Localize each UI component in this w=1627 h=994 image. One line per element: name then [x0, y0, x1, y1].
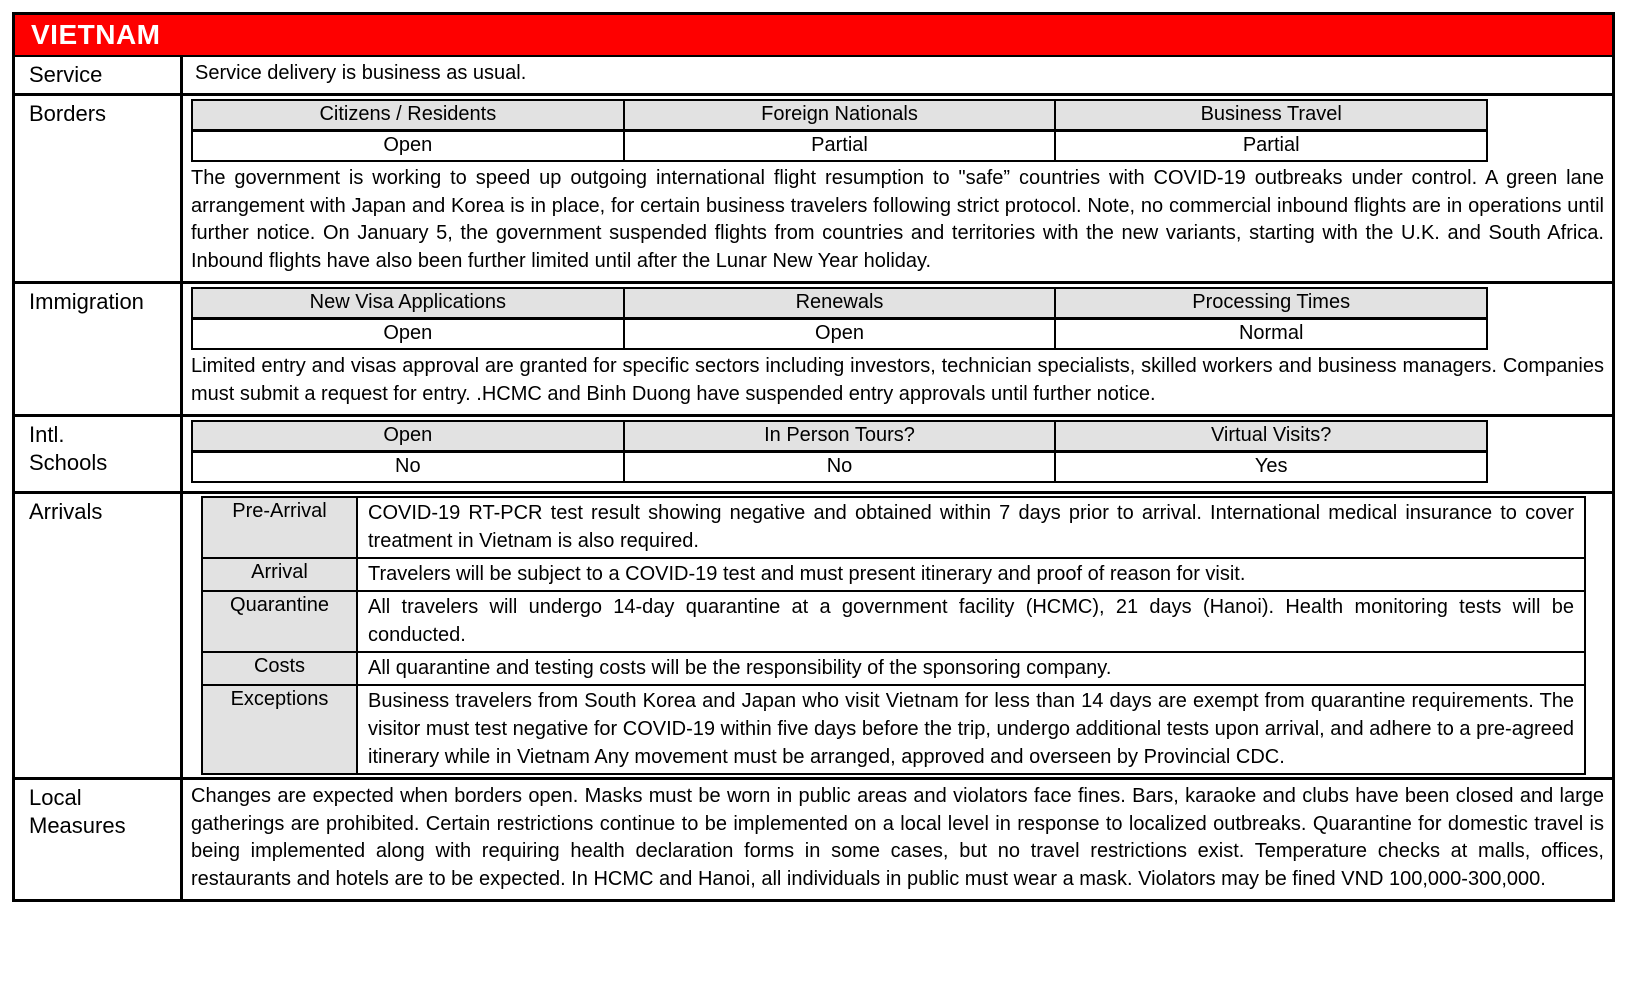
intl-schools-header-virtual-visits: Virtual Visits? [1056, 422, 1487, 453]
country-title: VIETNAM [31, 19, 161, 50]
intl-schools-row-content: Open No In Person Tours? No Virtual Visi… [183, 417, 1612, 491]
immigration-header-new-visa-applications: New Visa Applications [193, 289, 623, 320]
borders-header-foreign-nationals: Foreign Nationals [624, 101, 1055, 132]
intl-schools-row-label: Intl. Schools [15, 417, 183, 491]
intl-schools-header-in-person-tours: In Person Tours? [624, 422, 1055, 453]
immigration-header-processing-times: Processing Times [1056, 289, 1487, 320]
immigration-value-processing-times: Normal [1238, 322, 1304, 344]
borders-value-citizens-residents: Open [383, 134, 433, 156]
intl-schools-header-open: Open [193, 422, 623, 453]
borders-row-content: Citizens / Residents Open Foreign Nation… [183, 96, 1612, 281]
service-status-text: Service delivery is business as usual. [195, 62, 527, 84]
immigration-col-renewals: Renewals Open [624, 289, 1057, 348]
borders-note: The government is working to speed up ou… [191, 167, 1604, 272]
local-measures-row-label-text: Local Measures [29, 785, 126, 838]
arrivals-label-arrival: Arrival [203, 559, 358, 592]
intl-schools-col-virtual-visits: Virtual Visits? Yes [1056, 422, 1487, 481]
borders-header-business-travel: Business Travel [1056, 101, 1487, 132]
immigration-subtable: New Visa Applications Open Renewals Open… [191, 287, 1488, 350]
arrivals-subtable: Pre-Arrival COVID-19 RT-PCR test result … [201, 496, 1586, 775]
arrivals-text-exceptions: Business travelers from South Korea and … [368, 690, 1574, 768]
arrivals-text-pre-arrival: COVID-19 RT-PCR test result showing nega… [358, 498, 1584, 559]
borders-value-foreign-nationals: Partial [811, 134, 868, 156]
row-immigration: Immigration New Visa Applications Open R… [15, 284, 1612, 417]
borders-col-business-travel: Business Travel Partial [1056, 101, 1487, 160]
intl-schools-subtable: Open No In Person Tours? No Virtual Visi… [191, 420, 1488, 483]
local-measures-row-content: Changes are expected when borders open. … [183, 780, 1612, 899]
local-measures-row-label: Local Measures [15, 780, 183, 899]
intl-schools-value-virtual-visits: Yes [1254, 455, 1288, 477]
borders-row-label: Borders [15, 96, 183, 281]
intl-schools-row-label-text: Intl. Schools [29, 422, 108, 475]
row-intl-schools: Intl. Schools Open No In Person Tours? N… [15, 417, 1612, 494]
immigration-row-label-text: Immigration [29, 289, 144, 314]
immigration-note: Limited entry and visas approval are gra… [191, 355, 1604, 405]
immigration-header-renewals: Renewals [624, 289, 1055, 320]
country-header-bar: VIETNAM [15, 15, 1612, 57]
borders-col-citizens: Citizens / Residents Open [193, 101, 625, 160]
arrivals-text-quarantine: All travelers will undergo 14-day quaran… [358, 592, 1584, 653]
arrivals-text-arrival: Travelers will be subject to a COVID-19 … [358, 559, 1584, 592]
immigration-col-new-visa: New Visa Applications Open [193, 289, 625, 348]
country-status-table: VIETNAM Service Service delivery is busi… [12, 12, 1615, 902]
arrivals-label-quarantine: Quarantine [203, 592, 358, 653]
intl-schools-value-in-person-tours: No [826, 455, 853, 477]
service-row-label: Service [15, 57, 183, 93]
row-service: Service Service delivery is business as … [15, 57, 1612, 96]
borders-col-foreign-nationals: Foreign Nationals Partial [624, 101, 1057, 160]
borders-header-citizens-residents: Citizens / Residents [193, 101, 623, 132]
arrivals-row-label: Arrivals [15, 494, 183, 777]
arrivals-text-costs: All quarantine and testing costs will be… [358, 653, 1584, 686]
service-row-content: Service delivery is business as usual. [183, 57, 1612, 93]
immigration-value-renewals: Open [815, 322, 864, 344]
row-borders: Borders Citizens / Residents Open Foreig… [15, 96, 1612, 284]
borders-subtable: Citizens / Residents Open Foreign Nation… [191, 99, 1488, 162]
row-arrivals: Arrivals Pre-Arrival COVID-19 RT-PCR tes… [15, 494, 1612, 780]
borders-value-business-travel: Partial [1242, 134, 1300, 156]
row-local-measures: Local Measures Changes are expected when… [15, 780, 1612, 899]
arrivals-row-content: Pre-Arrival COVID-19 RT-PCR test result … [183, 494, 1612, 777]
immigration-row-content: New Visa Applications Open Renewals Open… [183, 284, 1612, 414]
local-measures-note: Changes are expected when borders open. … [191, 785, 1604, 890]
arrivals-label-pre-arrival: Pre-Arrival [203, 498, 358, 559]
intl-schools-col-open: Open No [193, 422, 625, 481]
intl-schools-value-open: No [395, 455, 421, 477]
arrivals-label-costs: Costs [203, 653, 358, 686]
immigration-value-new-visa-applications: Open [383, 322, 433, 344]
arrivals-label-exceptions: Exceptions [203, 686, 358, 773]
immigration-col-processing-times: Processing Times Normal [1056, 289, 1487, 348]
intl-schools-col-in-person-tours: In Person Tours? No [624, 422, 1057, 481]
immigration-row-label: Immigration [15, 284, 183, 414]
